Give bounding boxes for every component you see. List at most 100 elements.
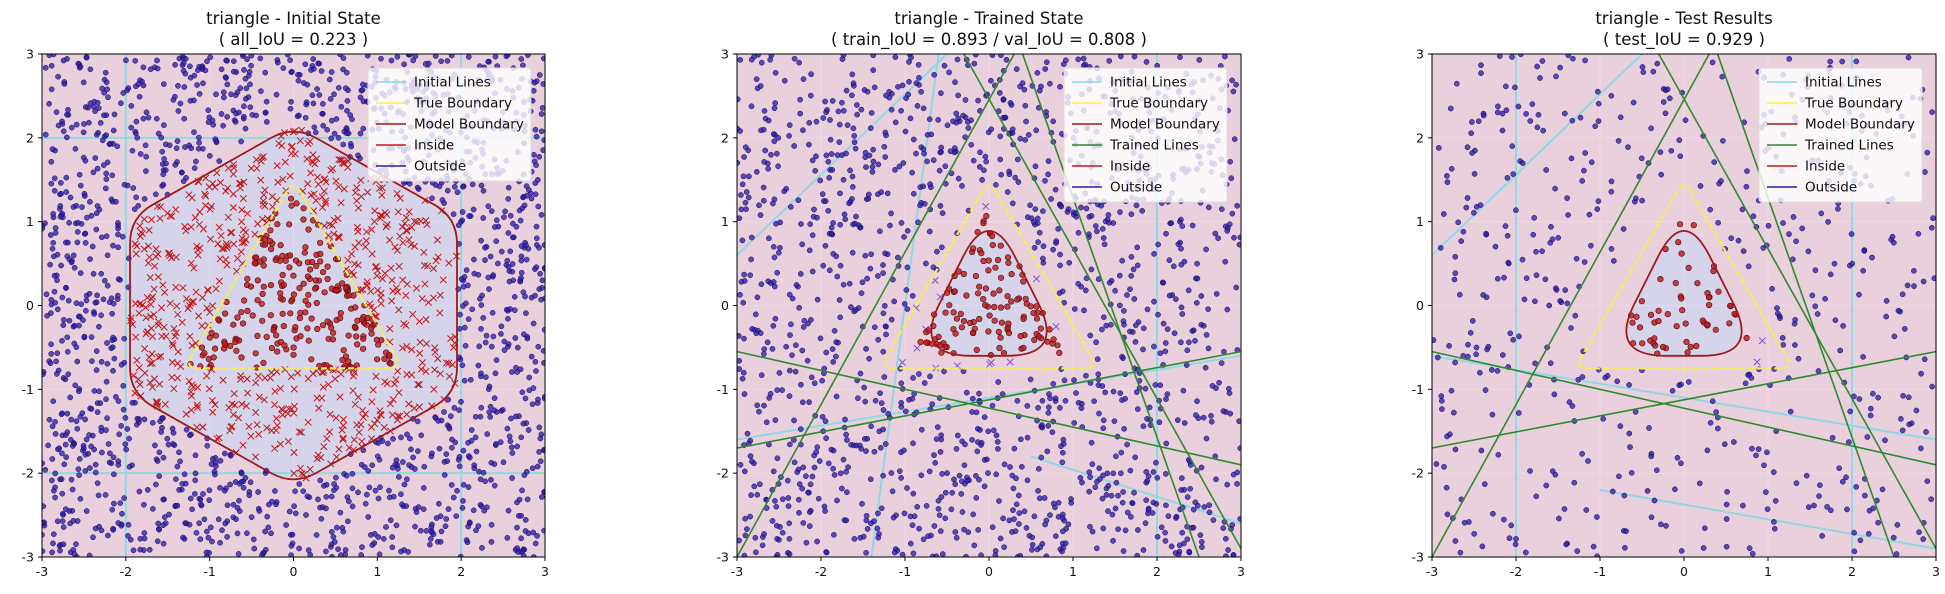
point-outside [936,167,943,174]
point-outside [1849,260,1856,267]
point-outside [1105,508,1111,514]
point-inside [308,315,315,322]
point-misclassified [338,426,346,434]
point-inside [254,332,261,340]
point-outside [1615,138,1622,144]
point-outside [869,163,876,170]
point-outside [1004,189,1011,195]
point-misclassified [132,333,140,341]
point-outside [47,261,53,268]
point-inside [1633,313,1640,320]
point-misclassified [378,275,387,283]
point-inside [983,213,990,220]
point-outside [800,324,807,330]
point-outside [335,84,342,91]
point-outside [1160,320,1167,327]
point-misclassified [415,317,424,326]
chart-subtitle: ( train_IoU = 0.893 / val_IoU = 0.808 ) [831,30,1147,50]
point-outside [507,212,514,219]
point-outside [296,481,303,487]
point-inside [1031,336,1038,344]
point-outside [100,162,107,168]
point-outside [522,395,529,402]
point-outside [423,527,430,534]
point-outside [111,471,117,478]
point-outside [904,227,911,234]
plot-area [1432,54,1936,557]
point-outside [771,254,778,261]
point-outside [436,445,443,452]
point-outside [1473,351,1479,358]
point-outside [539,105,545,111]
point-inside [274,348,281,355]
point-outside [137,546,144,553]
point-outside [1625,144,1631,151]
point-outside [1929,383,1935,390]
point-outside [240,484,247,491]
point-outside [1816,493,1822,499]
point-outside [129,399,136,406]
point-outside [159,415,165,422]
point-outside [851,133,858,139]
point-outside [477,295,483,302]
point-outside [1905,394,1912,401]
point-outside [449,444,455,451]
point-outside [88,334,95,340]
point-misclassified [190,264,198,272]
point-outside [333,474,339,481]
point-outside [51,288,58,295]
point-inside [1684,349,1691,356]
point-outside [1664,86,1671,93]
point-inside [1699,317,1706,324]
point-outside [63,189,70,195]
point-outside [825,460,832,467]
point-outside [786,535,793,542]
point-outside [1579,374,1586,380]
point-outside [862,149,869,156]
point-outside [126,435,132,442]
point-outside [835,339,841,346]
point-outside [121,335,128,342]
point-misclassified [357,176,365,184]
point-outside [757,83,764,89]
point-outside [60,316,67,323]
point-outside [133,83,139,90]
point-outside [73,121,80,128]
point-outside [207,54,214,61]
point-misclassified [347,250,356,258]
point-outside [885,410,892,417]
point-outside [1053,238,1060,244]
point-outside [1765,222,1772,229]
point-misclassified [136,381,144,389]
point-misclassified [222,256,230,264]
point-outside [925,533,931,540]
point-outside [172,93,178,100]
point-outside [366,484,373,491]
point-outside [196,139,202,146]
point-outside [103,378,110,385]
point-outside [1570,55,1576,62]
point-outside [878,505,885,512]
point-outside [779,387,785,393]
point-outside [880,310,887,317]
point-inside [1687,343,1694,351]
point-outside [1786,231,1792,237]
point-outside [741,154,747,160]
point-outside [1227,158,1234,165]
point-outside [1228,175,1235,182]
point-outside [105,441,112,447]
point-outside [1036,229,1043,236]
point-outside [460,183,466,190]
point-outside [976,390,982,397]
point-inside [351,323,359,331]
point-outside [42,466,49,473]
point-outside [49,549,55,556]
point-outside [273,91,280,98]
point-outside [843,468,849,475]
point-outside [791,417,797,424]
point-outside [146,546,153,553]
point-outside [1799,225,1806,232]
point-outside [118,100,124,107]
point-outside [369,462,376,469]
point-outside [950,118,956,125]
